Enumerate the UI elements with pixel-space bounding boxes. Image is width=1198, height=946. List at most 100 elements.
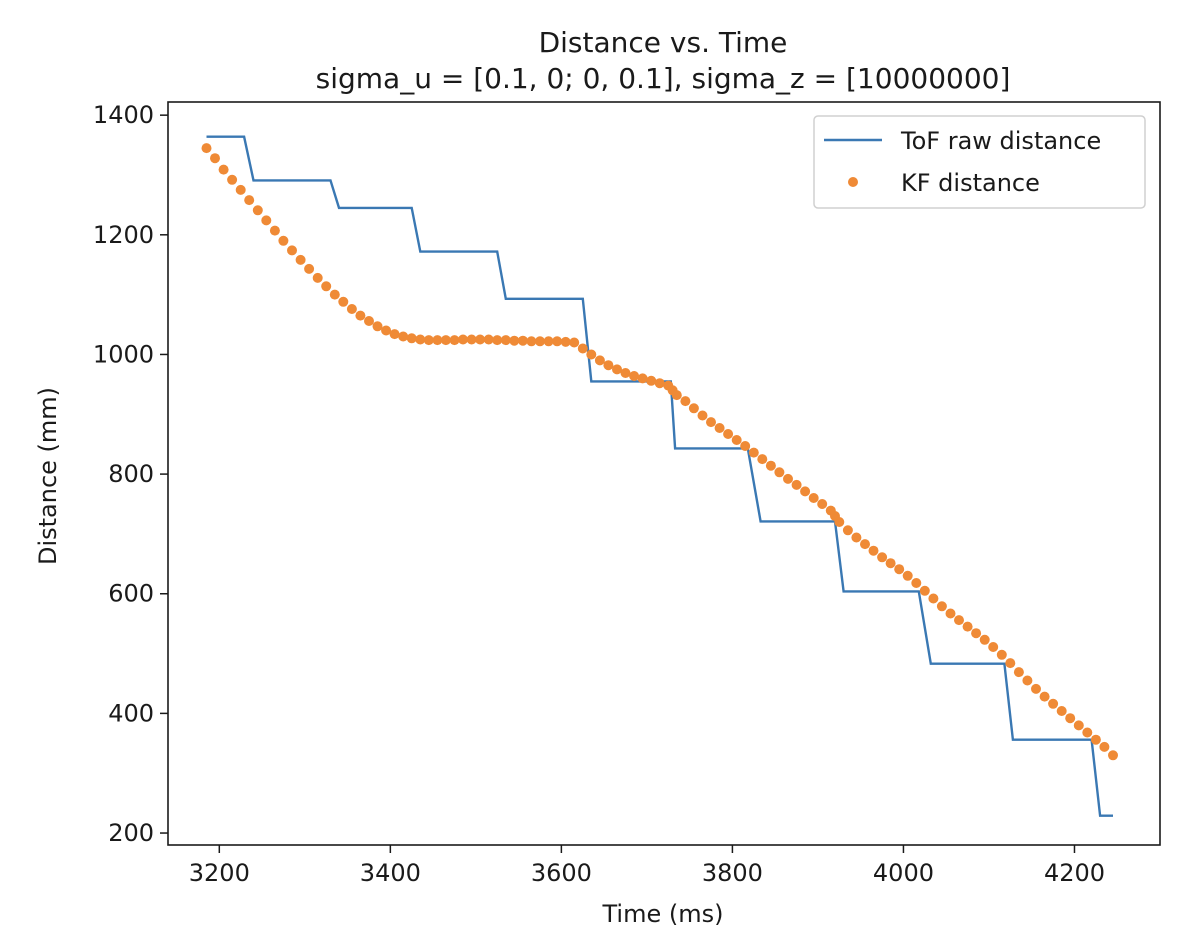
kf-distance-point <box>612 364 622 375</box>
kf-distance-point <box>629 371 640 381</box>
kf-distance-point <box>364 316 374 326</box>
y-tick-label: 200 <box>108 819 154 847</box>
kf-distance-point <box>560 336 571 347</box>
kf-distance-point <box>218 164 229 175</box>
legend: ToF raw distance KF distance <box>813 115 1146 209</box>
kf-distance-point <box>1090 734 1101 745</box>
kf-distance-point <box>1065 713 1076 724</box>
kf-distance-point <box>346 304 357 314</box>
kf-distance-point <box>680 396 691 407</box>
legend-box <box>813 115 1146 209</box>
kf-distance-point <box>791 479 802 490</box>
kf-distance-point <box>1073 720 1084 731</box>
kf-distance-point <box>1108 750 1118 761</box>
kf-distance-point <box>415 334 426 345</box>
kf-distance-point <box>1099 741 1110 752</box>
kf-distance-point <box>936 601 947 612</box>
kf-distance-point <box>389 329 400 340</box>
kf-distance-point <box>774 467 785 478</box>
kf-distance-point <box>492 335 503 346</box>
kf-distance-point <box>988 642 999 652</box>
kf-distance-point <box>723 429 734 439</box>
x-axis-label: Time (ms) <box>602 900 724 928</box>
kf-distance-point <box>603 360 614 371</box>
x-tick-label: 3800 <box>702 859 763 887</box>
kf-distance-point <box>894 564 905 575</box>
kf-distance-point <box>697 410 708 421</box>
kf-distance-point <box>620 368 631 378</box>
kf-distance-point <box>783 473 793 484</box>
kf-distance-point <box>1013 667 1024 678</box>
y-tick-label: 1400 <box>93 101 154 129</box>
kf-distance-point <box>928 593 939 604</box>
kf-distance-point <box>996 649 1007 660</box>
kf-distance-point <box>423 335 434 346</box>
kf-distance-point <box>971 628 982 639</box>
kf-distance-point <box>321 281 332 292</box>
kf-distance-point <box>278 235 289 246</box>
kf-distance-point <box>1031 683 1041 694</box>
kf-distance-point <box>244 195 255 206</box>
kf-distance-point <box>269 225 280 236</box>
kf-distance-point <box>338 296 349 307</box>
kf-distance-point <box>381 325 392 336</box>
kf-distance-point <box>817 499 828 509</box>
y-tick-label: 1200 <box>93 221 154 249</box>
kf-distance-point <box>252 205 263 216</box>
kf-distance-point <box>654 378 665 389</box>
kf-distance-point <box>885 558 896 569</box>
kf-distance-point <box>304 263 315 274</box>
kf-distance-point <box>962 621 973 632</box>
kf-distance-point <box>808 493 819 503</box>
kf-distance-point <box>765 460 776 471</box>
kf-distance-point <box>902 570 913 581</box>
kf-distance-point <box>1056 706 1067 716</box>
chart-title: Distance vs. Time <box>539 26 788 59</box>
kf-distance-point <box>671 390 682 401</box>
kf-distance-point <box>800 486 811 497</box>
kf-distance-point <box>1039 691 1050 702</box>
kf-distance-point <box>594 355 605 366</box>
x-tick-label: 3400 <box>360 859 421 887</box>
kf-distance-point <box>295 254 306 265</box>
kf-distance-point <box>757 454 768 465</box>
y-tick-label: 400 <box>108 699 154 727</box>
y-axis-ticks: 200 400 600 800 1000 1200 1400 <box>93 101 168 847</box>
kf-distance-point <box>748 447 759 458</box>
kf-distance-point <box>646 375 657 386</box>
plot-area <box>201 135 1118 817</box>
kf-distance-point <box>868 545 879 556</box>
kf-distance-point <box>706 417 716 428</box>
legend-swatch-dot <box>848 177 858 187</box>
y-tick-label: 600 <box>108 580 154 608</box>
kf-distance-point <box>569 337 580 348</box>
kf-distance-point <box>287 245 297 256</box>
kf-distance-point <box>842 525 853 536</box>
kf-distance-point <box>740 441 751 451</box>
kf-distance-point <box>458 334 468 345</box>
chart-subtitle: sigma_u = [0.1, 0; 0, 0.1], sigma_z = [1… <box>316 62 1011 95</box>
kf-distance-point <box>432 335 443 346</box>
kf-distance-point <box>500 335 511 346</box>
x-tick-label: 4000 <box>873 859 934 887</box>
kf-distance-point <box>210 153 220 164</box>
kf-distance-point <box>235 184 246 195</box>
kf-distance-point <box>517 335 528 346</box>
kf-distance-point <box>475 334 486 345</box>
kf-distance-point <box>535 336 545 347</box>
kf-distance-point <box>1005 658 1016 669</box>
kf-distance-point <box>355 310 366 321</box>
kf-distance-point <box>449 335 460 346</box>
kf-distance-point <box>372 321 383 332</box>
kf-distance-point <box>851 532 862 543</box>
y-tick-label: 1000 <box>93 340 154 368</box>
legend-label: KF distance <box>901 169 1040 197</box>
series-line-tof-raw-distance <box>206 135 1113 817</box>
kf-distance-point <box>440 335 451 346</box>
kf-distance-point <box>509 335 520 346</box>
kf-distance-point <box>526 336 537 347</box>
x-tick-label: 3200 <box>189 859 250 887</box>
kf-distance-point <box>466 334 477 345</box>
